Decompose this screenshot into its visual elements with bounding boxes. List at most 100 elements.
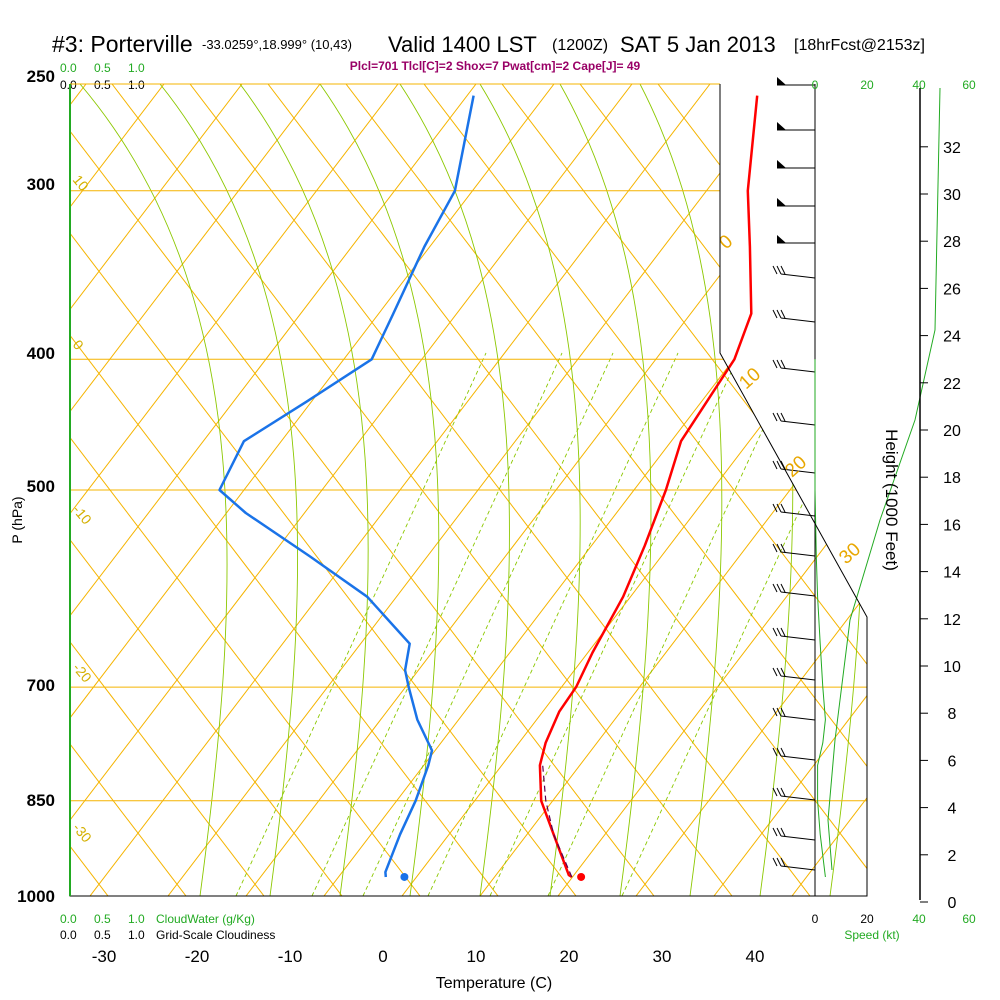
wind-feather xyxy=(772,583,778,593)
cloud-scale-top-black-1: 0.5 xyxy=(94,78,111,92)
height-tick-label: 26 xyxy=(943,281,961,298)
x-tick-label: 10 xyxy=(467,947,486,966)
dry-adiabat xyxy=(713,84,867,896)
wind-feather xyxy=(772,503,778,513)
x-tick-label: 40 xyxy=(746,947,765,966)
station-coords: -33.0259°,18.999° (10,43) xyxy=(202,37,352,52)
mixing-ratio-label: 5 xyxy=(418,898,435,914)
cloud-scale-bottom-black-0: 0.0 xyxy=(60,928,77,942)
moist-adiabat xyxy=(239,84,369,896)
wind-flag xyxy=(777,235,786,243)
isobar-label: 300 xyxy=(27,175,55,194)
height-tick-label: 10 xyxy=(943,659,961,676)
wind-feather xyxy=(772,543,778,553)
plot-background: 1 2 3 5 8 12 20 xyxy=(0,84,867,914)
wind-barb xyxy=(780,835,816,841)
wind-panel xyxy=(772,77,941,896)
theta-label: 0 xyxy=(715,231,737,254)
wind-feather xyxy=(772,265,778,275)
dry-adiabat xyxy=(70,84,243,896)
theta-label: 20 xyxy=(781,452,811,482)
wind-feather xyxy=(780,359,786,369)
wind-feather xyxy=(776,265,782,275)
wind-feather xyxy=(780,827,786,837)
height-tick-label: 24 xyxy=(943,329,961,346)
mixing-ratio-line xyxy=(547,352,799,896)
mixing-ratio-label: 3 xyxy=(353,898,370,914)
pressure-axis: 250 300 400 500 700 850 1000 xyxy=(17,67,55,906)
height-axis-title: Height (1000 Feet) xyxy=(882,429,901,571)
wind-barb xyxy=(780,468,816,474)
speed-tick-top: 40 xyxy=(912,78,926,92)
moist-adiabat xyxy=(479,84,581,896)
mixing-ratio-label: 2 xyxy=(302,898,319,914)
mixing-ratio-line xyxy=(235,352,487,896)
isotherm xyxy=(0,84,30,896)
isobar-label: 850 xyxy=(27,791,55,810)
cloud-scale-bottom-black-1: 0.5 xyxy=(94,928,111,942)
wind-feather xyxy=(776,857,782,867)
x-tick-label: -30 xyxy=(92,947,117,966)
mixing-ratio-line xyxy=(427,352,679,896)
mixing-ratio-label: 8 xyxy=(480,898,497,914)
height-tick-label: 6 xyxy=(948,753,957,770)
wind-feather xyxy=(776,583,782,593)
wind-feather xyxy=(776,543,782,553)
wind-feather xyxy=(772,460,778,470)
wind-feather xyxy=(780,309,786,319)
wind-feather xyxy=(776,707,782,717)
height-tick-label: 14 xyxy=(943,565,961,582)
moist-adiabat xyxy=(319,84,440,896)
cloud-scale-top-green-0: 0.0 xyxy=(60,61,77,75)
wind-feather xyxy=(776,412,782,422)
cloud-scale-bottom-green-1: 0.5 xyxy=(94,912,111,926)
x-tick-label: 0 xyxy=(378,947,387,966)
height-tick-label: 28 xyxy=(943,234,961,251)
isotherm-label: -20 xyxy=(70,660,95,686)
wind-feather xyxy=(772,707,778,717)
wind-feather xyxy=(776,359,782,369)
height-tick-label: 32 xyxy=(943,140,961,157)
dry-adiabat xyxy=(0,84,8,896)
isotherm xyxy=(813,84,867,896)
wind-feather xyxy=(772,627,778,637)
wind-feather xyxy=(776,787,782,797)
moist-adiabat xyxy=(79,84,228,896)
mixing-ratio-label: 20 xyxy=(612,892,634,914)
mixing-ratio-line xyxy=(621,352,867,896)
wind-feather xyxy=(772,747,778,757)
isobar-label: 500 xyxy=(27,477,55,496)
cloudiness-label: Grid-Scale Cloudiness xyxy=(156,928,275,942)
wind-flag xyxy=(777,122,786,130)
isotherm xyxy=(70,84,187,896)
wind-barb xyxy=(780,715,816,721)
wind-feather xyxy=(780,667,786,677)
wind-feather xyxy=(776,460,782,470)
height-tick-label: 16 xyxy=(943,517,961,534)
wind-feather xyxy=(772,787,778,797)
mixing-ratio-line xyxy=(311,352,563,896)
speed-tick-bottom: 60 xyxy=(962,912,976,926)
wind-barb xyxy=(780,511,816,517)
height-profile-line xyxy=(827,87,941,871)
temperature-line xyxy=(538,95,759,879)
moist-adiabat xyxy=(639,84,723,896)
height-tick-label: 0 xyxy=(948,895,957,912)
wind-barb xyxy=(780,795,816,801)
moist-adiabat xyxy=(559,84,652,896)
wind-barb xyxy=(780,551,816,557)
wind-feather xyxy=(776,747,782,757)
cloud-scale-bottom: 0.0 0.5 1.0 CloudWater (g/Kg) 0.0 0.5 1.… xyxy=(60,912,275,942)
wind-feather xyxy=(780,583,786,593)
wind-barb xyxy=(780,367,816,373)
speed-tick-bottom: 40 xyxy=(912,912,926,926)
isotherm xyxy=(70,84,265,896)
station-title: #3: Porterville xyxy=(52,31,193,57)
height-tick-label: 20 xyxy=(943,423,961,440)
height-tick-label: 18 xyxy=(943,470,961,487)
isobar-label: 1000 xyxy=(17,887,55,906)
dry-adiabat xyxy=(635,84,867,896)
wind-barb xyxy=(780,675,816,681)
